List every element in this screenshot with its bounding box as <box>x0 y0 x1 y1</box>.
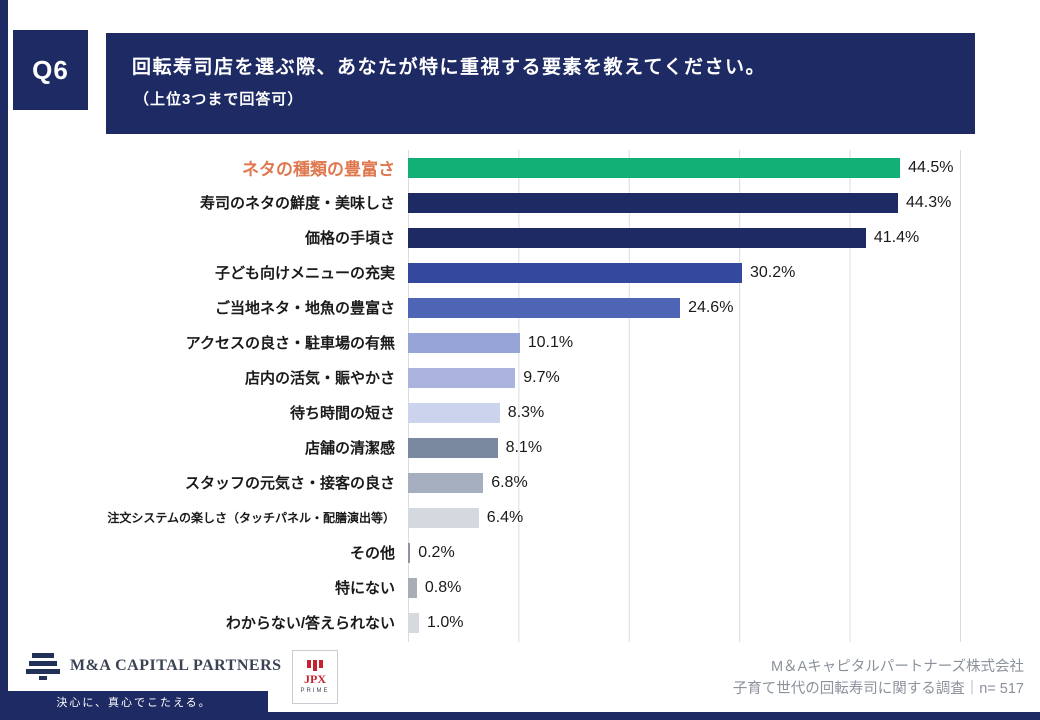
bar-track: 0.8% <box>408 570 961 605</box>
bar <box>408 437 498 458</box>
jpx-prime-logo: JPX PRIME <box>292 650 338 704</box>
value-label: 8.3% <box>507 403 545 421</box>
company-tagline: 決心に、真心でこたえる。 <box>56 696 212 709</box>
category-label: わからない/答えられない <box>225 615 395 632</box>
category-label: 注文システムの楽しさ（タッチパネル・配膳演出等） <box>107 511 395 525</box>
footer-company-name: M＆Aキャピタルパートナーズ株式会社 <box>770 659 1024 675</box>
bar <box>408 262 742 283</box>
chart-row: スタッフの元気さ・接客の良さ 6.8% <box>14 465 1026 500</box>
jpx-logo-icon <box>307 660 323 671</box>
jpx-label: JPX <box>304 672 326 686</box>
bar-track: 6.4% <box>408 500 961 535</box>
chart-row: 特にない 0.8% <box>14 570 1026 605</box>
question-banner: 回転寿司店を選ぶ際、あなたが特に重視する要素を教えてください。 （上位3つまで回… <box>106 33 975 134</box>
value-label: 6.8% <box>491 473 528 491</box>
bar-track: 24.6% <box>408 290 961 325</box>
bar-track: 10.1% <box>408 325 961 360</box>
value-label: 0.8% <box>424 578 462 596</box>
chart-row: 価格の手頃さ 41.4% <box>14 220 1026 255</box>
value-label: 1.0% <box>427 613 464 631</box>
bar-track: 41.4% <box>408 220 961 255</box>
value-label: 6.4% <box>486 508 524 526</box>
category-label: 子ども向けメニューの充実 <box>214 265 395 282</box>
bar-track: 0.2% <box>408 535 961 570</box>
chart-row: アクセスの良さ・駐車場の有無 10.1% <box>14 325 1026 360</box>
bar <box>408 192 898 213</box>
bar-track: 1.0% <box>408 605 961 640</box>
bar <box>408 507 479 528</box>
category-label: アクセスの良さ・駐車場の有無 <box>185 335 395 352</box>
chart-row: 店内の活気・賑やかさ 9.7% <box>14 360 1026 395</box>
category-label: ネタの種類の豊富さ <box>242 160 395 179</box>
left-accent-strip <box>0 0 8 720</box>
bar <box>408 577 417 598</box>
question-title: 回転寿司店を選ぶ際、あなたが特に重視する要素を教えてください。 <box>132 57 766 78</box>
category-label: 寿司のネタの鮮度・美味しさ <box>199 195 395 212</box>
bar <box>408 612 420 633</box>
question-subtitle: （上位3つまで回答可） <box>134 91 304 108</box>
value-label: 8.1% <box>505 438 543 456</box>
value-label: 10.1% <box>527 333 574 351</box>
bar <box>408 472 484 493</box>
category-label: スタッフの元気さ・接客の良さ <box>184 475 395 492</box>
value-label: 44.3% <box>905 193 952 211</box>
bar <box>408 297 681 318</box>
category-label: 価格の手頃さ <box>304 230 395 247</box>
chart-row: 注文システムの楽しさ（タッチパネル・配膳演出等） 6.4% <box>14 500 1026 535</box>
chart-row: 待ち時間の短さ 8.3% <box>14 395 1026 430</box>
value-label: 44.5% <box>908 158 954 176</box>
value-label: 30.2% <box>750 263 796 281</box>
chart-row: 寿司のネタの鮮度・美味しさ 44.3% <box>14 185 1026 220</box>
bar <box>408 542 411 563</box>
company-logo-text: M&A CAPITAL PARTNERS <box>70 657 282 674</box>
bar-track: 8.3% <box>408 395 961 430</box>
value-label: 24.6% <box>688 298 734 316</box>
question-number-box: Q6 <box>13 30 88 110</box>
chart-row: ご当地ネタ・地魚の豊富さ 24.6% <box>14 290 1026 325</box>
chart-row: 店舗の清潔感 8.1% <box>14 430 1026 465</box>
chart-rows: ネタの種類の豊富さ 44.5% 寿司のネタの鮮度・美味しさ 44.3% 価格の手頃さ 41… <box>14 150 1026 640</box>
company-tagline-bar: 決心に、真心でこたえる。 <box>0 691 268 712</box>
category-label: その他 <box>349 545 395 562</box>
bar <box>408 227 866 248</box>
footer-credits: M＆Aキャピタルパートナーズ株式会社 子育て世代の回転寿司に関する調査｜n= 5… <box>733 656 1024 701</box>
category-label: 特にない <box>334 580 395 597</box>
bar-track: 44.5% <box>408 150 961 185</box>
value-label: 41.4% <box>873 228 920 246</box>
chart-row: 子ども向けメニューの充実 30.2% <box>14 255 1026 290</box>
bar <box>408 402 500 423</box>
bar-track: 30.2% <box>408 255 961 290</box>
category-label: 待ち時間の短さ <box>289 405 395 422</box>
chart-row: その他 0.2% <box>14 535 1026 570</box>
bar-track: 8.1% <box>408 430 961 465</box>
bar-chart: ネタの種類の豊富さ 44.5% 寿司のネタの鮮度・美味しさ 44.3% 価格の手頃さ 41… <box>14 150 1026 642</box>
bar <box>408 332 520 353</box>
value-label: 9.7% <box>523 368 560 386</box>
bottom-accent-strip <box>0 712 1040 720</box>
footer-survey-note: 子育て世代の回転寿司に関する調査｜n= 517 <box>732 681 1024 698</box>
jpx-prime-label: PRIME <box>300 688 330 694</box>
bar-track: 9.7% <box>408 360 961 395</box>
company-logo-icon <box>26 653 60 680</box>
question-number: Q6 <box>32 54 69 85</box>
chart-row: ネタの種類の豊富さ 44.5% <box>14 150 1026 185</box>
company-logo: M&A CAPITAL PARTNERS <box>26 651 282 681</box>
bar <box>408 157 901 178</box>
bar-track: 44.3% <box>408 185 961 220</box>
category-label: ご当地ネタ・地魚の豊富さ <box>214 300 395 317</box>
value-label: 0.2% <box>418 543 455 561</box>
bar-track: 6.8% <box>408 465 961 500</box>
category-label: 店舗の清潔感 <box>304 440 395 457</box>
category-label: 店内の活気・賑やかさ <box>244 370 395 387</box>
chart-row: わからない/答えられない 1.0% <box>14 605 1026 640</box>
bar <box>408 367 516 388</box>
